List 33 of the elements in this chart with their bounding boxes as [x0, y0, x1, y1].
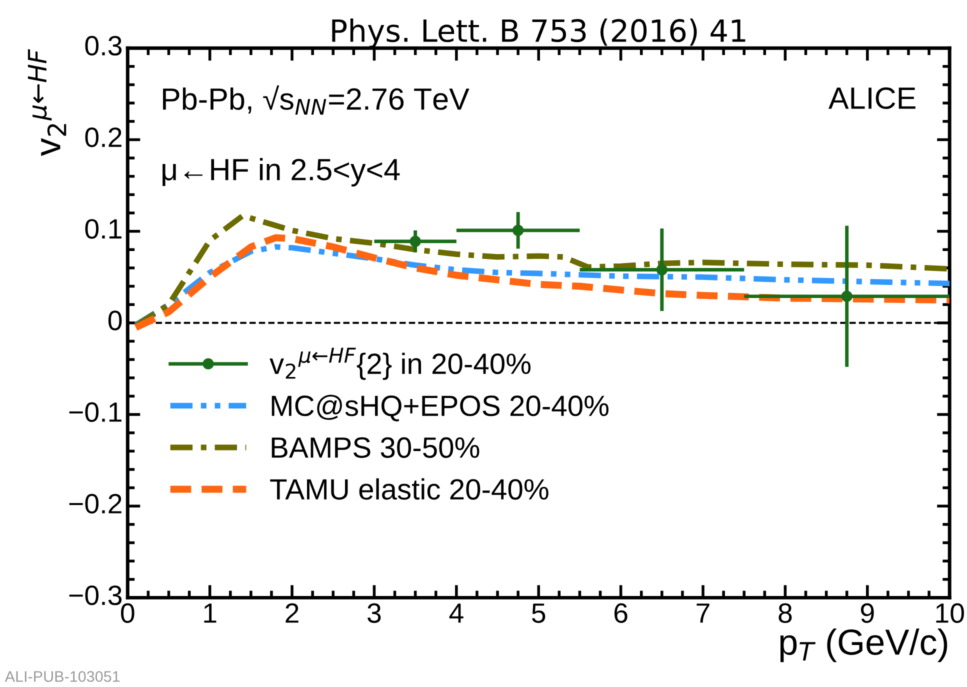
- x-tick-label: 5: [532, 604, 546, 623]
- y-tick-label: −0.3: [69, 585, 122, 606]
- x-tick-label: 6: [614, 603, 628, 623]
- annotation: μ←HF in 2.5<y<4: [162, 158, 400, 186]
- y-tick-label: −0.2: [69, 494, 122, 514]
- y-tick-label: 0.2: [85, 127, 122, 148]
- x-tick-label: 9: [860, 603, 874, 623]
- x-tick-label: 10: [936, 603, 964, 623]
- legend-label: MC@sHQ+EPOS 20-40%: [272, 394, 608, 422]
- y-tick-label: 0.3: [85, 36, 122, 56]
- point: [410, 236, 421, 247]
- point: [512, 224, 524, 236]
- y-tick-label: 0: [108, 310, 122, 330]
- x-tick-label: 0: [121, 603, 134, 623]
- annotation: ALICE: [828, 87, 916, 110]
- legend-label: BAMPS 30-50%: [272, 437, 480, 458]
- legend-label: TAMU elastic 20-40%: [270, 478, 548, 500]
- text: ALI-PUB-103051: [4, 671, 120, 682]
- x-tick-label: 4: [449, 604, 464, 623]
- x-tick-label: 1: [204, 604, 216, 623]
- x-axis-title: p$_{T}$ (GeV/c): [780, 628, 948, 662]
- y-axis-title: v$_{2}$$^{μ←HF}$: [28, 49, 66, 156]
- annotation: Pb-Pb, √s$_{NN}$=2.76 TeV: [163, 85, 470, 115]
- legend-label: v$_{2}$$^{μ←HF}${2} in 20-40%: [270, 348, 531, 380]
- y-tick-label: 0.1: [85, 219, 122, 239]
- x-tick-label: 3: [368, 603, 381, 623]
- y-tick-label: −0.1: [69, 402, 122, 422]
- x-tick-label: 7: [696, 604, 710, 623]
- chart-title: Phys. Lett. B 753 (2016) 41: [332, 18, 746, 48]
- x-tick-label: 2: [286, 603, 298, 623]
- point: [841, 290, 852, 302]
- x-tick-label: 8: [778, 603, 792, 623]
- point: [656, 264, 668, 276]
